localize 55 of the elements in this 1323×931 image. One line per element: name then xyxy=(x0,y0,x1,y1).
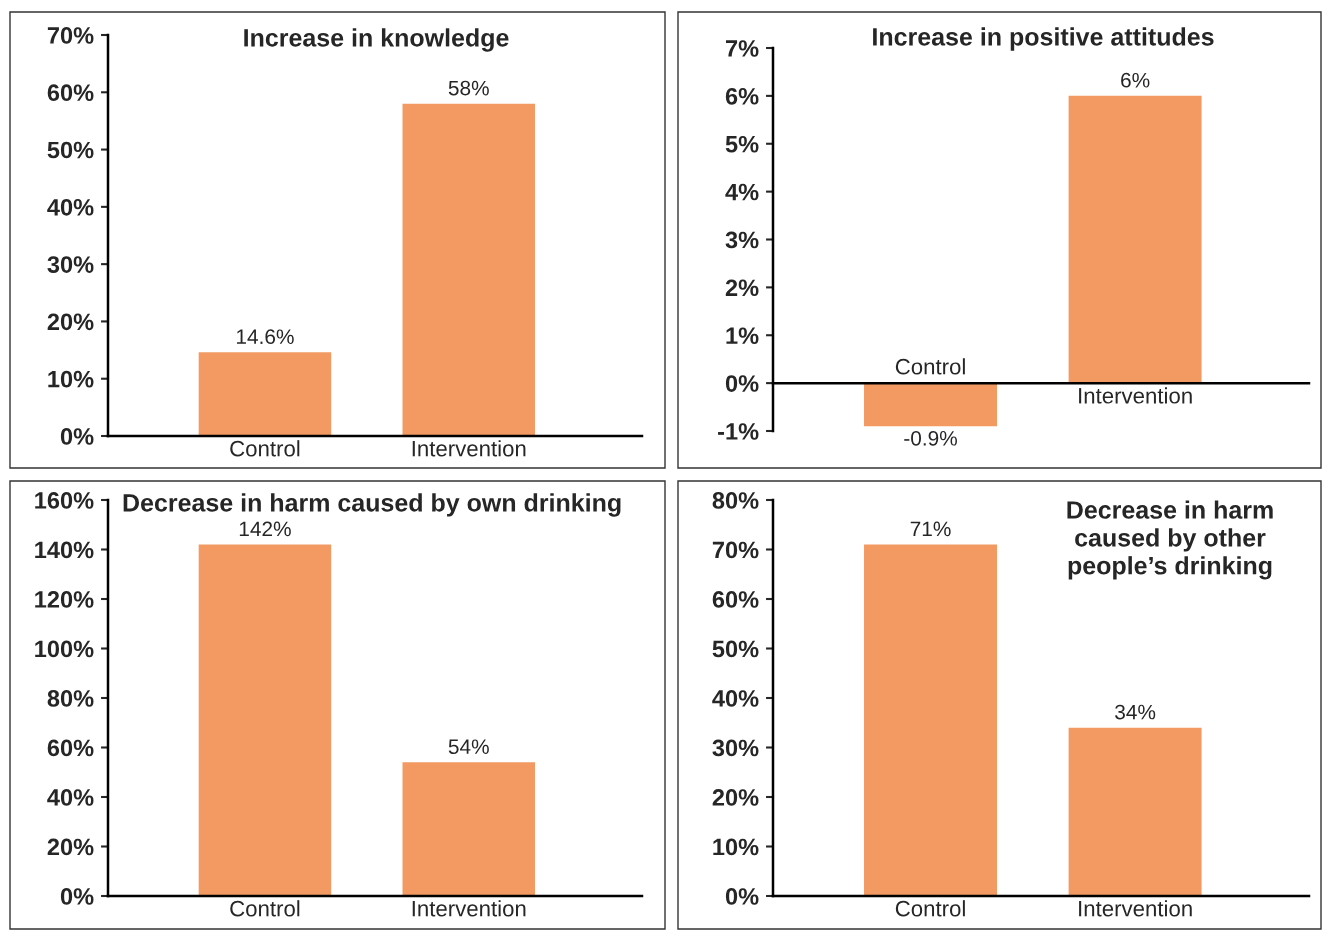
y-tick-label: 10% xyxy=(713,838,759,856)
y-tick-label: 120% xyxy=(35,591,94,608)
x-tick-label: Intervention xyxy=(412,440,526,457)
y-tick-label: 70% xyxy=(47,27,94,44)
data-label: 58% xyxy=(448,80,489,96)
x-tick-label: Intervention xyxy=(412,900,526,917)
y-tick-label: 0% xyxy=(60,888,94,905)
y-tick-label: 100% xyxy=(35,640,94,658)
x-tick-label: Control xyxy=(895,358,965,375)
x-tick-label: Control xyxy=(230,900,300,917)
y-tick-label: 40% xyxy=(47,789,94,806)
chart-title: Decrease in harm caused by own drinking xyxy=(123,493,621,517)
x-tick-label: Intervention xyxy=(1079,387,1192,404)
data-label: 142% xyxy=(239,521,291,537)
y-tick-label: 0% xyxy=(60,428,94,445)
y-tick-label: 30% xyxy=(712,739,759,757)
y-tick-label: 40% xyxy=(47,198,94,216)
y-tick-label: 6% xyxy=(725,87,759,105)
y-tick-label: 80% xyxy=(712,492,759,509)
y-tick-label: 20% xyxy=(712,789,759,806)
y-tick-label: 20% xyxy=(47,313,94,331)
y-tick-label: 80% xyxy=(47,690,94,707)
data-label: 34% xyxy=(1115,704,1156,720)
y-tick-label: 0% xyxy=(725,375,759,392)
data-label: 54% xyxy=(448,739,489,755)
y-tick-label: 3% xyxy=(725,231,759,249)
y-tick-label: 40% xyxy=(712,690,759,707)
chart-title: Increase in positive attitudes xyxy=(873,27,1214,51)
y-tick-label: 50% xyxy=(712,640,759,658)
y-tick-label: 30% xyxy=(47,256,94,273)
x-tick-label: Control xyxy=(230,440,300,457)
y-tick-label: -1% xyxy=(718,423,759,440)
y-tick-label: 10% xyxy=(48,370,94,388)
data-label: 71% xyxy=(910,521,951,537)
y-tick-label: 60% xyxy=(47,84,94,102)
x-tick-label: Control xyxy=(895,900,965,917)
y-tick-label: 1% xyxy=(726,327,759,344)
y-tick-label: 140% xyxy=(35,541,94,559)
y-tick-label: 50% xyxy=(47,141,94,159)
y-tick-label: 4% xyxy=(725,183,759,201)
text: Decrease in harm caused by other people’s drinking xyxy=(1067,500,1273,580)
y-tick-label: 20% xyxy=(47,838,94,856)
chart-title: Increase in knowledge xyxy=(244,28,509,52)
y-tick-label: 0% xyxy=(725,888,759,905)
y-tick-label: 2% xyxy=(725,279,759,297)
y-tick-label: 7% xyxy=(726,40,759,57)
y-tick-label: 70% xyxy=(712,541,759,559)
y-tick-label: 60% xyxy=(47,739,94,757)
data-label: 14.6% xyxy=(236,329,294,345)
y-tick-label: 60% xyxy=(712,591,759,608)
y-tick-label: 160% xyxy=(35,492,94,509)
x-tick-label: Intervention xyxy=(1079,900,1192,917)
y-tick-label: 5% xyxy=(725,135,759,153)
data-label: 6% xyxy=(1121,72,1150,88)
data-label: -0.9% xyxy=(904,430,957,446)
